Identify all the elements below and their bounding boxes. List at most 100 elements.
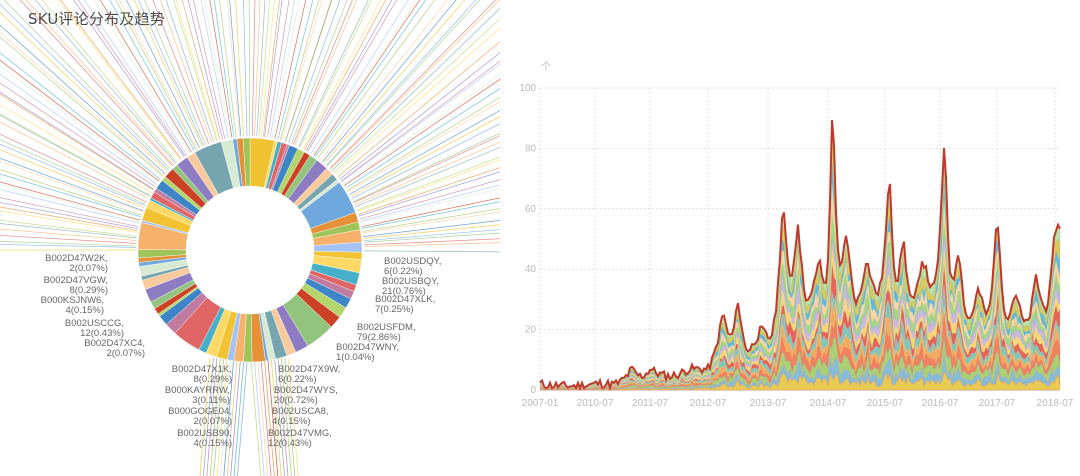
leader-line <box>204 0 230 138</box>
leader-line <box>193 0 226 139</box>
leader-line <box>230 357 241 476</box>
leader-line <box>209 357 221 476</box>
area-layer <box>539 371 1061 391</box>
y-tick-label: 100 <box>519 83 536 94</box>
leader-line <box>133 0 203 147</box>
leader-line <box>343 74 500 185</box>
slice-label: B000KSJNW6,4(0.15%) <box>41 295 104 316</box>
slice-label-sku: B002USDQY, <box>384 256 441 267</box>
leader-line <box>237 357 248 476</box>
leader-line <box>363 232 500 243</box>
leader-line <box>0 202 139 230</box>
y-tick-label: 20 <box>525 325 537 336</box>
leader-line <box>256 0 266 137</box>
leader-line <box>0 184 140 222</box>
leader-line <box>173 0 218 142</box>
y-axis-label: 个 <box>541 61 551 73</box>
slice-label: B000KAYRRW,3(0.11%) <box>165 385 230 406</box>
leader-line <box>0 197 139 227</box>
leader-line <box>115 0 197 150</box>
leader-line <box>118 0 198 150</box>
leader-line <box>0 82 156 187</box>
slice-label-value: 6(0.22%) <box>384 266 423 277</box>
leader-line <box>99 0 192 153</box>
y-tick-label: 0 <box>530 385 536 396</box>
leader-line <box>331 7 500 172</box>
slice-label-sku: B002D47VMG, <box>268 428 332 439</box>
leader-line <box>353 132 500 203</box>
leader-line <box>0 160 143 213</box>
leader-line <box>235 0 244 137</box>
leader-line <box>271 0 300 139</box>
x-tick-label: 2007-01 <box>522 398 559 409</box>
y-tick-label: 60 <box>525 204 537 215</box>
leader-line <box>73 0 185 158</box>
leader-line <box>322 0 457 163</box>
leader-line <box>363 224 500 239</box>
leader-line <box>0 206 138 232</box>
x-tick-label: 2012-07 <box>690 398 727 409</box>
slice-label: B002USCCG,12(0.43%) <box>65 318 124 339</box>
leader-line <box>313 0 421 156</box>
page-title: SKU评论分布及趋势 <box>28 10 165 28</box>
leader-line <box>281 0 323 141</box>
leader-line <box>227 0 241 137</box>
x-tick-label: 2010-07 <box>577 398 614 409</box>
leader-line <box>257 357 268 476</box>
leader-line <box>363 220 500 237</box>
slice-label-value: 3(0.11%) <box>192 395 230 406</box>
slice-label-value: 1(0.04%) <box>336 352 375 363</box>
leader-line <box>292 0 353 145</box>
leader-line <box>199 357 211 476</box>
leader-line <box>360 187 500 224</box>
donut-hole <box>187 187 313 313</box>
leader-line <box>333 18 500 173</box>
leader-line <box>355 147 500 208</box>
slice-label-value: 2(0.07%) <box>106 348 145 359</box>
leader-line <box>351 123 500 199</box>
leader-line <box>0 219 137 237</box>
slice-label-sku: B002USB90, <box>177 428 232 439</box>
donut-chart: B002D47W2K,2(0.07%)B002D47VGW,8(0.29%)B0… <box>0 0 500 476</box>
slice-label-sku: B002D47X9W, <box>278 364 340 375</box>
leader-line <box>326 0 481 167</box>
leader-line <box>165 0 215 143</box>
leader-line <box>3 0 171 169</box>
leader-line <box>359 179 500 220</box>
y-tick-label: 80 <box>525 143 537 154</box>
x-tick-label: 2016-07 <box>922 398 959 409</box>
leader-line <box>223 357 235 476</box>
leader-line <box>57 0 181 160</box>
leader-line <box>19 0 174 167</box>
leader-line <box>347 96 500 191</box>
leader-line <box>324 0 466 164</box>
leader-line <box>0 223 137 239</box>
leader-line <box>0 121 149 199</box>
leader-line <box>339 52 500 180</box>
slice-label-sku: B002D47XC4, <box>84 338 145 349</box>
leader-line <box>317 0 436 159</box>
leader-line <box>0 149 145 208</box>
x-tick-label: 2013-07 <box>750 398 787 409</box>
leader-line <box>287 357 299 476</box>
slice-label-sku: B002D47WYS, <box>274 385 338 396</box>
leader-line <box>284 357 296 476</box>
slice-label-sku: B002USBQY, <box>382 276 439 287</box>
slice-label-value: 4(0.15%) <box>193 438 232 449</box>
leader-line <box>187 0 223 140</box>
leader-line <box>0 64 159 183</box>
leader-line <box>251 0 256 137</box>
leader-line <box>312 0 417 156</box>
leader-line <box>254 0 261 137</box>
leader-line <box>250 357 262 476</box>
leader-line <box>0 104 152 194</box>
x-tick-label: 2018-07 <box>1037 398 1074 409</box>
slice-label: B002D47VMG,12(0.43%) <box>268 428 332 449</box>
leader-line <box>213 357 224 476</box>
leader-line <box>350 116 500 197</box>
leader-line <box>362 208 500 232</box>
leader-line <box>356 156 500 211</box>
leader-line <box>0 113 151 196</box>
leader-line <box>361 201 500 229</box>
leader-line <box>213 0 235 138</box>
